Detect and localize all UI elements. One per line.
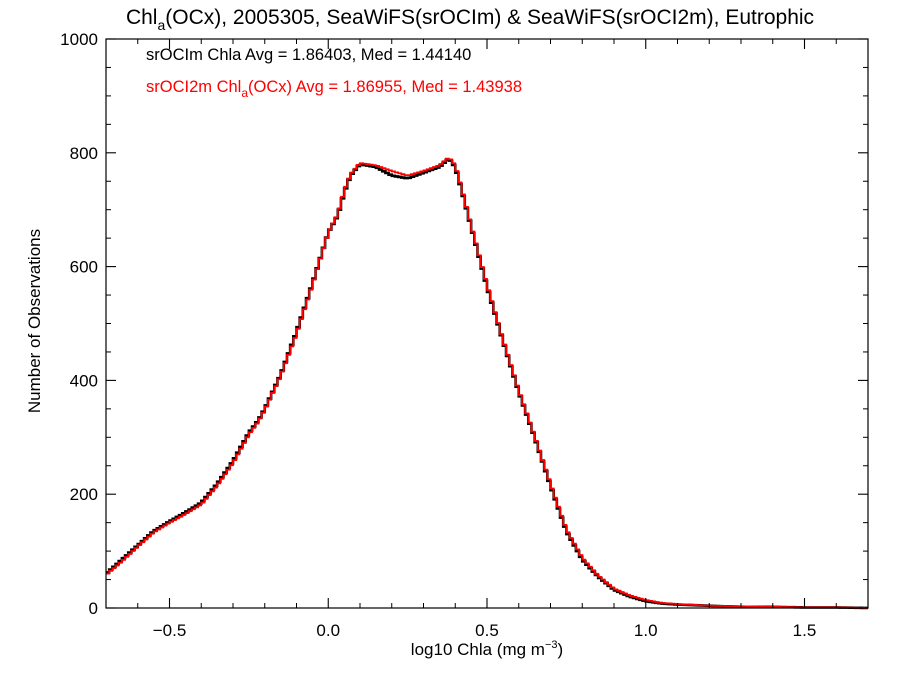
- x-tick-label: 1.0: [634, 621, 658, 640]
- legend-entry-red-subscript: a: [241, 86, 248, 100]
- histogram-series-black: [106, 158, 868, 610]
- y-axis-label: Number of Observations: [25, 229, 44, 413]
- y-tick-label: 1000: [60, 30, 98, 49]
- x-tick-label: 1.5: [793, 621, 817, 640]
- legend-entry-black: srOCIm Chla Avg = 1.86403, Med = 1.44140: [146, 46, 471, 64]
- y-tick-label: 400: [70, 371, 98, 390]
- y-tick-label: 0: [89, 599, 98, 618]
- x-tick-label: 0.5: [475, 621, 499, 640]
- ticks-layer: −0.5 0.0 0.5 1.0 1.5 0 200 400 600 800 1000: [60, 30, 869, 640]
- x-axis-label-superscript: −3: [545, 639, 558, 651]
- x-tick-label: 0.0: [316, 621, 340, 640]
- chart-title: Chla(OCx), 2005305, SeaWiFS(srOCIm) & Se…: [126, 6, 814, 33]
- series-layer: [106, 157, 868, 610]
- x-tick-label: −0.5: [153, 621, 187, 640]
- plot-frame: [105, 38, 869, 609]
- histogram-series-red: [106, 157, 868, 609]
- y-tick-label: 200: [70, 485, 98, 504]
- y-tick-label: 800: [70, 144, 98, 163]
- y-tick-label: 600: [70, 258, 98, 277]
- chart-title-subscript: a: [157, 17, 165, 33]
- legend-entry-red: srOCI2m Chla(OCx) Avg = 1.86955, Med = 1…: [146, 78, 522, 100]
- x-axis-label: log10 Chla (mg m−3): [411, 639, 563, 659]
